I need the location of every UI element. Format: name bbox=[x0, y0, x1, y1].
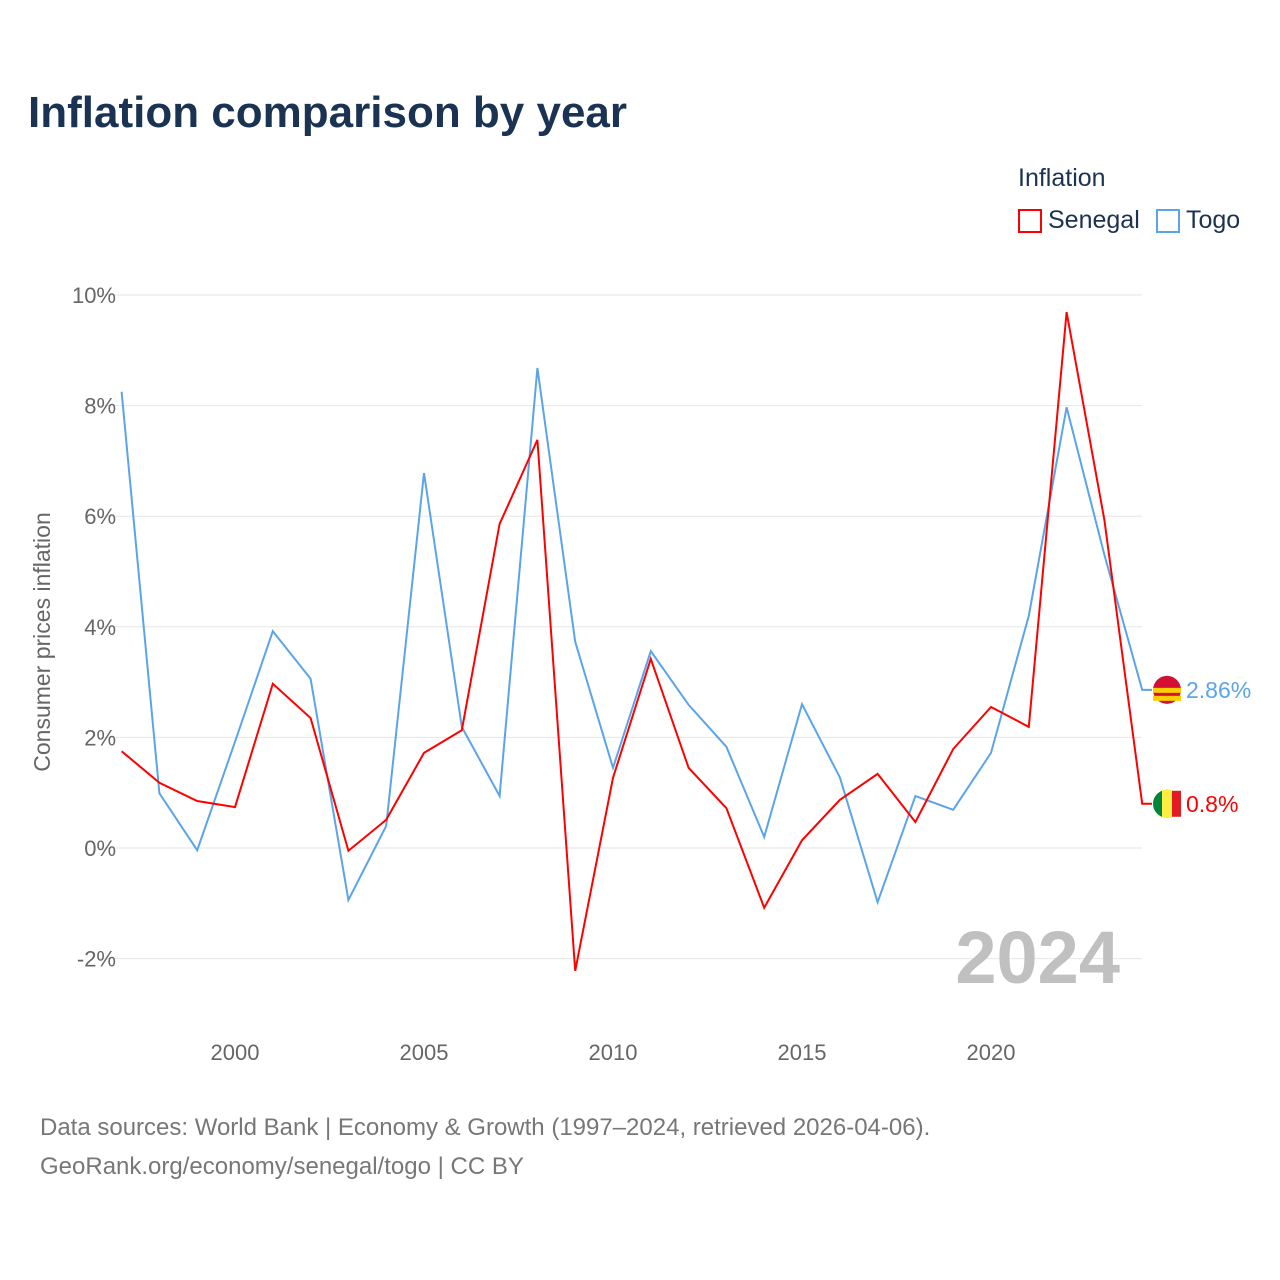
x-tick-label: 2010 bbox=[589, 1040, 638, 1065]
y-tick-label: -2% bbox=[77, 947, 116, 972]
legend-swatch bbox=[1156, 208, 1180, 233]
legend-item-togo[interactable]: Togo bbox=[1156, 206, 1240, 235]
legend-label: Togo bbox=[1186, 206, 1241, 234]
source-line-2[interactable]: GeoRank.org/economy/senegal/togo | CC BY bbox=[40, 1153, 524, 1180]
x-tick-label: 2005 bbox=[400, 1040, 449, 1065]
y-tick-label: 4% bbox=[84, 615, 116, 640]
year-watermark: 2024 bbox=[955, 916, 1120, 999]
y-tick-label: 8% bbox=[84, 394, 116, 419]
y-tick-label: 0% bbox=[84, 836, 116, 861]
end-value-label: 2.86% bbox=[1186, 677, 1251, 703]
flag-stripe bbox=[1153, 687, 1181, 693]
end-value-label: 0.8% bbox=[1186, 791, 1238, 817]
x-tick-label: 2015 bbox=[778, 1040, 827, 1065]
flag-stripe bbox=[1172, 790, 1181, 817]
flag-stripe bbox=[1162, 789, 1172, 818]
y-axis-label: Consumer prices inflation bbox=[29, 512, 55, 772]
flag-stripe bbox=[1153, 695, 1181, 701]
x-tick-label: 2000 bbox=[211, 1040, 260, 1065]
source-note: Data sources: World Bank | Economy & Gro… bbox=[40, 1108, 930, 1186]
legend-label: Senegal bbox=[1048, 206, 1140, 234]
legend-title: Inflation bbox=[1018, 164, 1106, 192]
y-tick-label: 2% bbox=[84, 725, 116, 750]
legend-item-senegal[interactable]: Senegal bbox=[1018, 206, 1140, 235]
series-line-senegal bbox=[120, 311, 1152, 971]
y-tick-label: 10% bbox=[72, 283, 116, 308]
legend-swatch bbox=[1018, 208, 1042, 233]
y-tick-label: 6% bbox=[84, 504, 116, 529]
x-tick-label: 2020 bbox=[967, 1040, 1016, 1065]
chart-title: Inflation comparison by year bbox=[28, 88, 628, 137]
source-line-1: Data sources: World Bank | Economy & Gro… bbox=[40, 1114, 931, 1141]
series-line-togo bbox=[120, 367, 1152, 906]
